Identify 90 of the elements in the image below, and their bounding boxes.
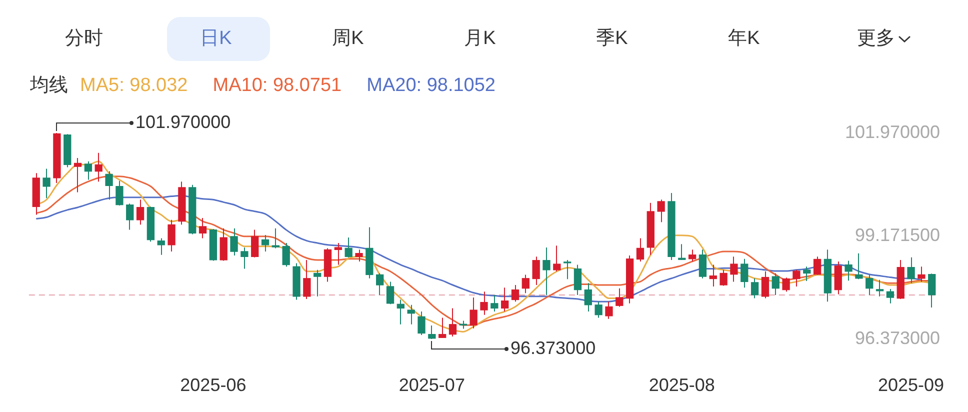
candlestick bbox=[126, 203, 134, 230]
x-tick-label: 2025-08 bbox=[648, 374, 715, 395]
candlestick bbox=[314, 269, 322, 297]
text: 日K bbox=[200, 28, 232, 50]
text: 月K bbox=[464, 28, 496, 50]
candlestick bbox=[616, 288, 624, 308]
candlestick bbox=[866, 274, 874, 296]
text: MA10: 98.0751 bbox=[212, 75, 342, 97]
text: MA20: 98.1052 bbox=[366, 75, 496, 97]
candlestick bbox=[470, 297, 478, 329]
legend-title: 均线 bbox=[30, 75, 68, 97]
candlestick bbox=[136, 199, 144, 226]
y-tick-label: 96.373000 bbox=[854, 328, 940, 348]
candlestick bbox=[782, 277, 790, 292]
candlestick bbox=[511, 284, 520, 302]
candlestick bbox=[574, 264, 582, 296]
candlestick bbox=[709, 264, 717, 287]
candlestick bbox=[772, 272, 780, 296]
candlestick bbox=[418, 311, 426, 336]
candlestick bbox=[636, 238, 644, 262]
candlestick bbox=[594, 301, 602, 318]
candlestick bbox=[105, 170, 113, 200]
candlestick bbox=[168, 219, 176, 252]
candlestick bbox=[334, 242, 342, 266]
text: 年K bbox=[728, 28, 760, 50]
candlestick bbox=[282, 242, 290, 268]
candlestick bbox=[688, 249, 696, 262]
candlestick bbox=[907, 256, 915, 284]
candlestick bbox=[542, 246, 550, 296]
candlestick bbox=[272, 228, 280, 249]
candlestick bbox=[918, 266, 926, 282]
candlestick bbox=[428, 324, 436, 340]
candlestick bbox=[251, 229, 259, 258]
candlestick bbox=[261, 234, 270, 252]
candlestick bbox=[386, 281, 394, 305]
candlestick bbox=[532, 256, 540, 286]
candlestick bbox=[396, 299, 405, 325]
candlestick bbox=[84, 160, 92, 180]
candlestick bbox=[678, 244, 686, 260]
candlestick bbox=[344, 237, 352, 258]
candlestick bbox=[563, 259, 572, 280]
text: 更多 bbox=[857, 28, 895, 50]
candlestick bbox=[355, 249, 363, 262]
candlestick bbox=[220, 228, 228, 262]
candlestick bbox=[750, 278, 759, 299]
candlestick bbox=[94, 152, 102, 182]
candlestick bbox=[198, 218, 207, 239]
candlestick bbox=[803, 266, 811, 282]
candlestick bbox=[157, 238, 165, 256]
text: MA5: 98.032 bbox=[80, 75, 188, 97]
candlestick bbox=[490, 294, 498, 312]
x-tick-label: 2025-07 bbox=[398, 374, 465, 395]
candlestick bbox=[792, 269, 800, 287]
candlestick bbox=[448, 308, 457, 338]
candlestick bbox=[657, 199, 665, 223]
candlestick bbox=[42, 168, 50, 199]
candlestick bbox=[553, 245, 561, 272]
x-tick-label: 2025-09 bbox=[878, 374, 944, 395]
candlestick bbox=[116, 180, 124, 206]
candlestick bbox=[698, 249, 707, 279]
x-tick-label: 2025-06 bbox=[180, 374, 246, 395]
candlestick bbox=[886, 288, 894, 304]
y-tick-label: 99.171500 bbox=[854, 224, 940, 245]
candlestick bbox=[740, 258, 748, 288]
candlestick bbox=[730, 256, 738, 282]
candlestick bbox=[303, 259, 311, 300]
candlestick bbox=[720, 269, 728, 286]
text: 96.373000 bbox=[510, 338, 596, 358]
y-tick-label: 101.970000 bbox=[844, 122, 940, 142]
candlestick bbox=[240, 246, 248, 270]
candlestick bbox=[407, 304, 415, 325]
candlestick bbox=[605, 301, 613, 320]
candlestick bbox=[844, 260, 852, 282]
candlestick bbox=[522, 274, 530, 294]
candlestick bbox=[480, 291, 488, 316]
candlestick bbox=[438, 317, 446, 339]
candlestick bbox=[584, 282, 592, 312]
candlestick bbox=[928, 273, 936, 308]
candlestick bbox=[376, 272, 384, 296]
candlestick bbox=[501, 287, 509, 312]
annotation: 101.970000 bbox=[136, 112, 231, 132]
candlestick bbox=[230, 228, 238, 256]
text: 分时 bbox=[65, 28, 103, 50]
candlestick bbox=[876, 279, 884, 297]
text: 周K bbox=[332, 28, 364, 50]
candlestick bbox=[74, 158, 82, 193]
candlestick bbox=[855, 252, 863, 280]
text: 季K bbox=[596, 28, 628, 50]
candlestick bbox=[761, 270, 770, 299]
candlestick bbox=[813, 256, 822, 276]
